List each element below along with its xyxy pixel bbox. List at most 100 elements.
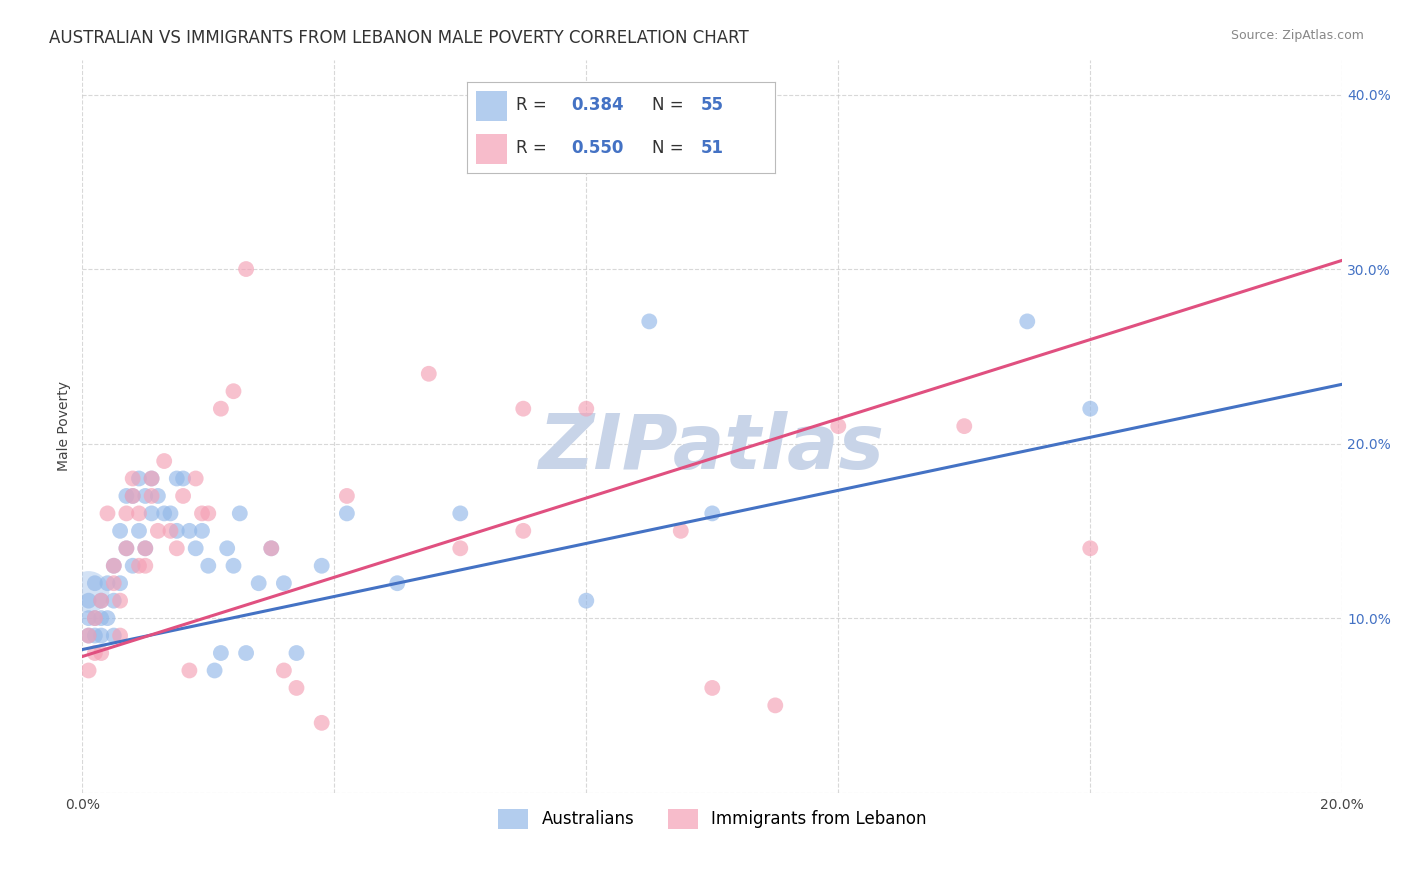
Point [179,524,201,538]
Point [103,558,125,573]
Point [83,646,105,660]
Point [77,629,100,643]
Point [108,629,131,643]
Point [96,576,118,591]
Point [387,576,409,591]
Point [121,471,143,485]
Point [103,593,125,607]
Point [159,507,181,521]
Point [90,593,112,607]
Point [512,401,534,416]
Point [638,314,661,328]
Point [146,524,169,538]
Point [141,471,163,485]
Point [179,664,201,678]
Point [336,507,359,521]
Text: AUSTRALIAN VS IMMIGRANTS FROM LEBANON MALE POVERTY CORRELATION CHART: AUSTRALIAN VS IMMIGRANTS FROM LEBANON MA… [49,29,749,46]
Point [702,681,724,695]
Point [141,471,163,485]
Point [166,524,188,538]
Point [90,646,112,660]
Point [103,576,125,591]
Point [285,646,308,660]
Point [702,507,724,521]
Point [90,593,112,607]
Point [311,715,333,730]
Point [449,541,471,556]
Point [197,507,219,521]
Point [103,558,125,573]
Point [285,681,308,695]
Point [153,454,176,468]
Point [90,611,112,625]
Point [115,541,138,556]
Point [141,489,163,503]
Point [96,611,118,625]
Point [166,541,188,556]
Point [418,367,440,381]
Point [172,471,194,485]
Point [172,489,194,503]
Point [229,507,252,521]
Point [166,471,188,485]
Point [1017,314,1039,328]
Point [121,489,143,503]
Point [77,611,100,625]
Point [273,664,295,678]
Point [90,629,112,643]
Point [83,611,105,625]
Point [638,122,661,136]
Point [184,471,207,485]
Y-axis label: Male Poverty: Male Poverty [58,381,72,471]
Point [311,558,333,573]
Point [121,558,143,573]
Point [512,524,534,538]
Point [128,507,150,521]
Point [146,489,169,503]
Point [575,593,598,607]
Point [953,419,976,434]
Point [191,507,214,521]
Point [235,646,257,660]
Point [141,507,163,521]
Point [222,384,245,399]
Text: Source: ZipAtlas.com: Source: ZipAtlas.com [1230,29,1364,42]
Point [449,507,471,521]
Point [134,541,156,556]
Point [197,558,219,573]
Point [77,664,100,678]
Point [763,698,786,713]
Point [83,576,105,591]
Point [128,471,150,485]
Point [96,507,118,521]
Point [209,646,232,660]
Point [153,507,176,521]
Point [115,541,138,556]
Point [77,593,100,607]
Point [184,541,207,556]
Point [260,541,283,556]
Point [209,401,232,416]
Legend: Australians, Immigrants from Lebanon: Australians, Immigrants from Lebanon [492,802,934,836]
Point [191,524,214,538]
Point [159,524,181,538]
Point [217,541,239,556]
Point [827,419,849,434]
Point [77,629,100,643]
Point [108,524,131,538]
Point [260,541,283,556]
Point [669,524,692,538]
Point [134,489,156,503]
Point [204,664,226,678]
Point [121,489,143,503]
Point [77,585,100,599]
Point [247,576,270,591]
Point [115,507,138,521]
Point [235,262,257,277]
Point [103,629,125,643]
Point [336,489,359,503]
Point [134,558,156,573]
Point [128,524,150,538]
Point [222,558,245,573]
Point [273,576,295,591]
